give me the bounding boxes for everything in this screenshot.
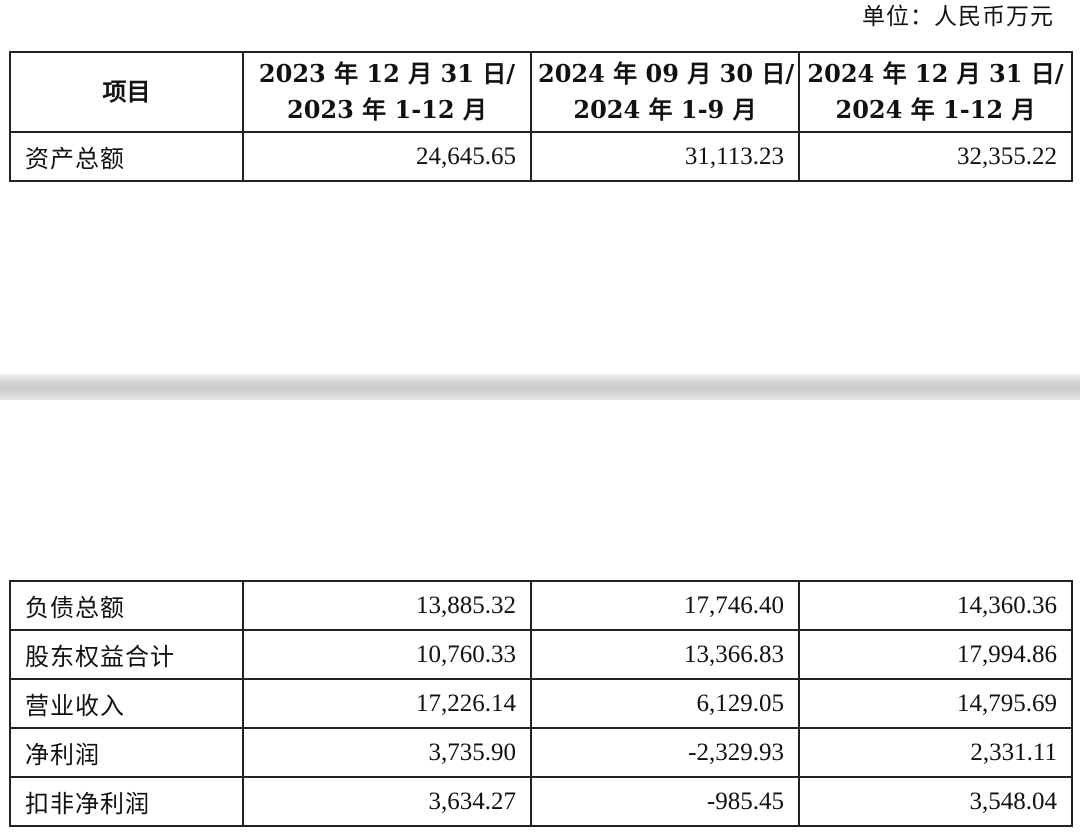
cell-2023: 24,645.65 — [242, 131, 532, 182]
header-item-label: 项目 — [102, 77, 151, 106]
row-label: 负债总额 — [9, 580, 244, 631]
header-col-2024q3-line2: 2024 年 1-9 月 — [573, 95, 757, 124]
row-label: 净利润 — [9, 727, 244, 778]
financial-table-bottom: 负债总额 13,885.32 17,746.40 14,360.36 股东权益合… — [9, 580, 1073, 827]
table-row-equity: 股东权益合计 10,760.33 13,366.83 17,994.86 — [9, 629, 1073, 680]
row-label: 营业收入 — [9, 678, 244, 729]
section-divider — [0, 374, 1080, 400]
cell-2023: 3,735.90 — [242, 727, 532, 778]
header-col-2024q3-line1: 2024 年 09 月 30 日/ — [538, 59, 795, 88]
header-col-2024-line2: 2024 年 1-12 月 — [835, 95, 1036, 124]
cell-2024: 3,548.04 — [798, 776, 1073, 827]
cell-2024: 14,795.69 — [798, 678, 1073, 729]
header-col-2024q3: 2024 年 09 月 30 日/ 2024 年 1-9 月 — [530, 51, 800, 133]
cell-2024q3: 31,113.23 — [530, 131, 800, 182]
table-row-net-profit: 净利润 3,735.90 -2,329.93 2,331.11 — [9, 727, 1073, 778]
header-col-2023: 2023 年 12 月 31 日/ 2023 年 1-12 月 — [242, 51, 532, 133]
cell-2023: 10,760.33 — [242, 629, 532, 680]
cell-2024: 2,331.11 — [798, 727, 1073, 778]
cell-2024: 14,360.36 — [798, 580, 1073, 631]
financial-table-top: 项目 2023 年 12 月 31 日/ 2023 年 1-12 月 2024 … — [9, 51, 1073, 182]
cell-2024q3: 6,129.05 — [530, 678, 800, 729]
cell-2024q3: 13,366.83 — [530, 629, 800, 680]
cell-2023: 3,634.27 — [242, 776, 532, 827]
cell-2023: 13,885.32 — [242, 580, 532, 631]
table-row-total-liabilities: 负债总额 13,885.32 17,746.40 14,360.36 — [9, 580, 1073, 631]
cell-2024q3: -2,329.93 — [530, 727, 800, 778]
cell-2024: 32,355.22 — [798, 131, 1073, 182]
row-label: 股东权益合计 — [9, 629, 244, 680]
header-col-2023-line2: 2023 年 1-12 月 — [287, 95, 487, 124]
header-col-2024: 2024 年 12 月 31 日/ 2024 年 1-12 月 — [798, 51, 1073, 133]
table-row-adjusted-net-profit: 扣非净利润 3,634.27 -985.45 3,548.04 — [9, 776, 1073, 827]
cell-2024q3: 17,746.40 — [530, 580, 800, 631]
cell-2024q3: -985.45 — [530, 776, 800, 827]
table-row-revenue: 营业收入 17,226.14 6,129.05 14,795.69 — [9, 678, 1073, 729]
cell-2024: 17,994.86 — [798, 629, 1073, 680]
header-col-2024-line1: 2024 年 12 月 31 日/ — [807, 59, 1064, 88]
table-row-total-assets: 资产总额 24,645.65 31,113.23 32,355.22 — [9, 131, 1073, 182]
table-header-row: 项目 2023 年 12 月 31 日/ 2023 年 1-12 月 2024 … — [9, 51, 1073, 133]
header-item: 项目 — [9, 51, 244, 133]
row-label: 资产总额 — [9, 131, 244, 182]
cell-2023: 17,226.14 — [242, 678, 532, 729]
row-label: 扣非净利润 — [9, 776, 244, 827]
header-col-2023-line1: 2023 年 12 月 31 日/ — [258, 59, 516, 88]
unit-note: 单位：人民币万元 — [862, 4, 1054, 30]
